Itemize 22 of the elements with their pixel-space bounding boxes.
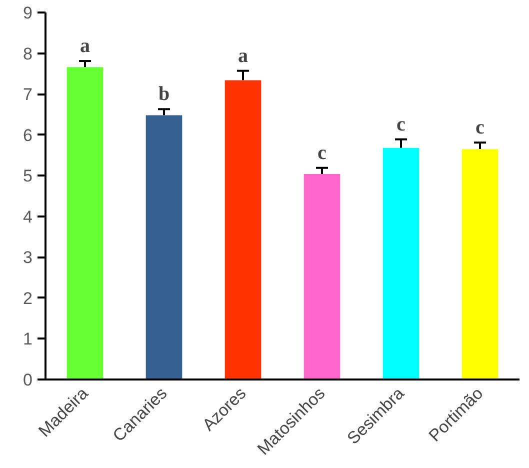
y-tick-label: 6: [23, 126, 33, 145]
y-tick-label: 8: [23, 44, 33, 64]
annotation: a: [238, 44, 248, 67]
y-tick-label: 3: [23, 248, 33, 268]
bar: [462, 149, 498, 380]
y-tick-label: 9: [23, 4, 33, 22]
y-tick-label: 0: [23, 370, 33, 390]
bar: [146, 115, 182, 380]
annotation: c: [318, 142, 327, 164]
y-tick-label: 5: [23, 166, 33, 186]
annotation: b: [158, 83, 170, 106]
y-tick-label: 2: [23, 288, 33, 308]
bar: [304, 174, 340, 380]
bar: [224, 80, 262, 380]
bar: [382, 148, 420, 380]
y-tick-label: 1: [23, 330, 33, 349]
annotation: c: [476, 116, 485, 139]
y-tick-label: 4: [23, 207, 33, 226]
bar: [66, 67, 104, 380]
y-tick-label: 7: [23, 85, 33, 104]
annotation: c: [396, 113, 406, 136]
annotation: a: [80, 35, 90, 58]
